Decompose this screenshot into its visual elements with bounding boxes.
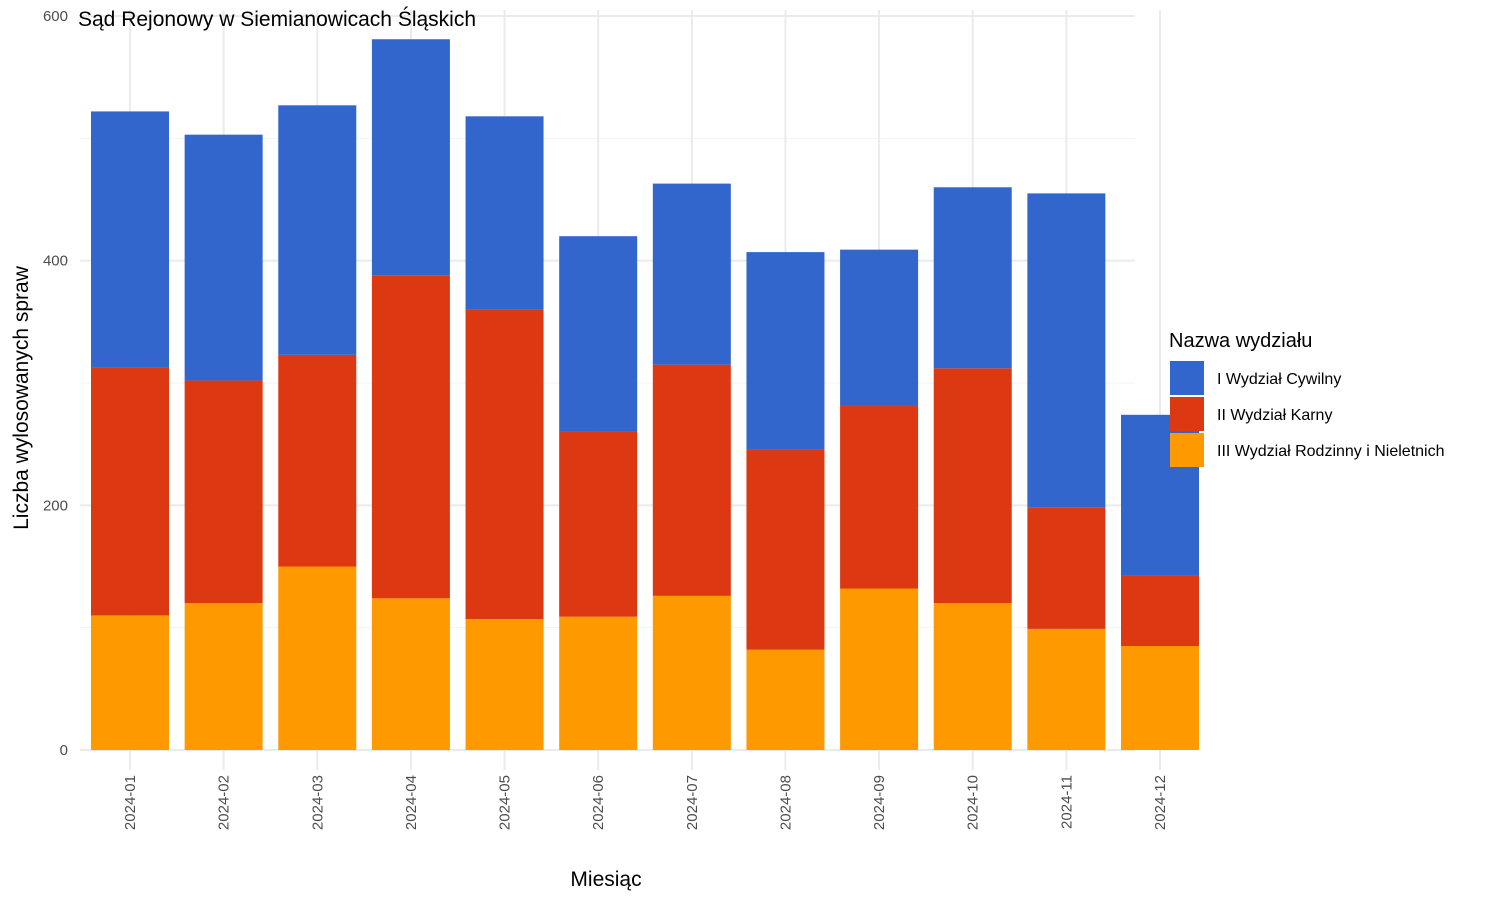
x-tick-label: 2024-01: [122, 775, 139, 830]
x-tick-label: 2024-04: [403, 775, 420, 830]
bar-segment: [184, 134, 263, 381]
bar-segment: [840, 249, 919, 406]
legend-label: III Wydział Rodzinny i Nieletnich: [1217, 443, 1445, 460]
x-tick-label: 2024-12: [1152, 775, 1169, 830]
x-axis-title: Miesiąc: [570, 868, 641, 891]
legend-title: Nazwa wydziału: [1169, 330, 1312, 352]
bar-segment: [1027, 507, 1106, 629]
bar-segment: [933, 187, 1012, 369]
bar-segment: [840, 405, 919, 589]
bar-segment: [840, 588, 919, 750]
x-tick-label: 2024-11: [1058, 775, 1075, 829]
bar-segment: [1027, 193, 1106, 508]
legend-swatch: [1170, 397, 1204, 431]
chart-title: Sąd Rejonowy w Siemianowicach Śląskich: [78, 7, 476, 31]
bar-segment: [652, 364, 731, 596]
bar-segment: [746, 649, 825, 750]
y-tick-label: 0: [60, 742, 68, 759]
y-tick-label: 600: [43, 8, 68, 25]
bar-segment: [465, 309, 544, 620]
legend-label: I Wydział Cywilny: [1217, 371, 1341, 388]
bar-segment: [371, 39, 450, 276]
bars: [91, 39, 1199, 750]
bar-segment: [933, 368, 1012, 604]
x-tick-label: 2024-08: [777, 775, 794, 830]
bar-segment: [933, 603, 1012, 750]
x-tick-label: 2024-06: [590, 775, 607, 830]
bar-segment: [559, 616, 638, 750]
y-axis-title: Liczba wylosowanych spraw: [10, 265, 33, 530]
bar-segment: [371, 598, 450, 750]
bar-segment: [1121, 575, 1199, 647]
bar-segment: [1027, 628, 1106, 750]
x-tick-label: 2024-09: [871, 775, 888, 830]
bar-segment: [278, 105, 357, 355]
bar-segment: [652, 595, 731, 750]
bar-segment: [278, 354, 357, 567]
x-tick-label: 2024-10: [965, 775, 982, 830]
y-axis-ticks: 0 200 400 600: [43, 8, 68, 759]
x-tick-label: 2024-02: [216, 775, 233, 830]
bar-segment: [371, 275, 450, 599]
y-tick-label: 400: [43, 253, 68, 270]
legend: Nazwa wydziału I Wydział Cywilny II Wydzi…: [1169, 330, 1445, 467]
bar-segment: [746, 252, 825, 450]
bar-segment: [465, 619, 544, 750]
bar-segment: [1121, 646, 1199, 750]
bar-segment: [91, 615, 169, 750]
bar-segment: [559, 236, 638, 432]
bar-segment: [559, 431, 638, 617]
legend-label: II Wydział Karny: [1217, 407, 1332, 424]
bar-segment: [278, 566, 357, 750]
bar-segment: [746, 449, 825, 650]
bar-segment: [465, 116, 544, 310]
x-axis-ticks: 2024-01 2024-02 2024-03 2024-04 2024-05 2024-…: [122, 775, 1169, 830]
y-tick-label: 200: [43, 497, 68, 514]
bar-segment: [91, 367, 169, 616]
bar-segment: [184, 380, 263, 604]
legend-swatch: [1170, 361, 1204, 395]
bar-segment: [184, 603, 263, 750]
bar-segment: [91, 111, 169, 368]
x-tick-label: 2024-05: [497, 775, 514, 830]
x-tick-label: 2024-07: [684, 775, 701, 830]
legend-swatch: [1170, 433, 1204, 467]
x-tick-label: 2024-03: [309, 775, 326, 830]
bar-segment: [652, 183, 731, 365]
